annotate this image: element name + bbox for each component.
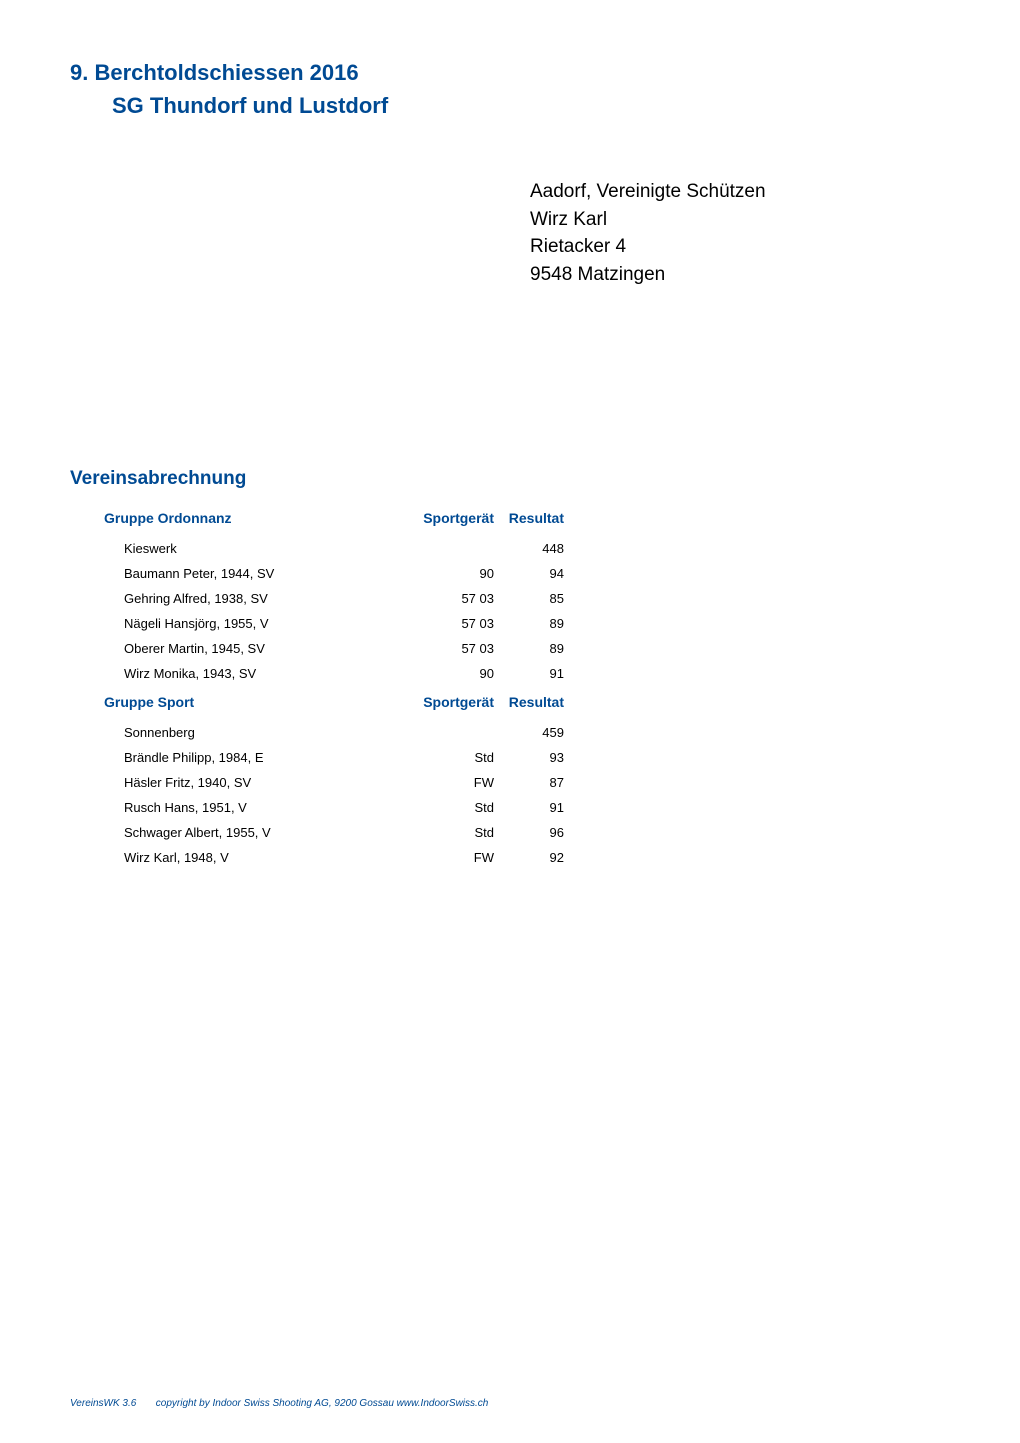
- col-sportgeraet: Sportgerät: [404, 694, 494, 720]
- table-row: Wirz Karl, 1948, V FW 92: [104, 845, 564, 870]
- table-row: Oberer Martin, 1945, SV 57 03 89: [104, 636, 564, 661]
- footer-copyright: copyright by Indoor Swiss Shooting AG, 9…: [156, 1398, 489, 1409]
- group1-team-result: 448: [494, 536, 564, 561]
- group2-table: Gruppe Sport Sportgerät Resultat Sonnenb…: [104, 694, 564, 870]
- table-row: Häsler Fritz, 1940, SV FW 87: [104, 770, 564, 795]
- col-sportgeraet: Sportgerät: [404, 510, 494, 536]
- club-title: SG Thundorf und Lustdorf: [112, 93, 388, 118]
- table-row: Rusch Hans, 1951, V Std 91: [104, 795, 564, 820]
- address-line-1: Aadorf, Vereinigte Schützen: [530, 178, 950, 206]
- footer-software: VereinsWK 3.6: [70, 1398, 136, 1409]
- table-row: Wirz Monika, 1943, SV 90 91: [104, 661, 564, 686]
- address-line-4: 9548 Matzingen: [530, 261, 950, 289]
- col-resultat: Resultat: [494, 510, 564, 536]
- group2-team-row: Sonnenberg 459: [104, 720, 564, 745]
- group1-table: Gruppe Ordonnanz Sportgerät Resultat Kie…: [104, 510, 564, 686]
- group2-team-result: 459: [494, 720, 564, 745]
- page-footer: VereinsWK 3.6 copyright by Indoor Swiss …: [70, 1398, 488, 1409]
- address-line-2: Wirz Karl: [530, 206, 950, 234]
- group1-team-row: Kieswerk 448: [104, 536, 564, 561]
- address-line-3: Rietacker 4: [530, 233, 950, 261]
- group2-team-name: Sonnenberg: [104, 720, 404, 745]
- section-title: Vereinsabrechnung: [70, 468, 950, 490]
- recipient-address: Aadorf, Vereinigte Schützen Wirz Karl Ri…: [530, 178, 950, 288]
- table-row: Brändle Philipp, 1984, E Std 93: [104, 745, 564, 770]
- table-row: Baumann Peter, 1944, SV 90 94: [104, 561, 564, 586]
- event-title: 9. Berchtoldschiessen 2016: [70, 60, 359, 85]
- table-row: Gehring Alfred, 1938, SV 57 03 85: [104, 586, 564, 611]
- col-resultat: Resultat: [494, 694, 564, 720]
- group1-heading: Gruppe Ordonnanz: [104, 510, 404, 536]
- page-header: 9. Berchtoldschiessen 2016 SG Thundorf u…: [70, 56, 950, 122]
- table-row: Nägeli Hansjörg, 1955, V 57 03 89: [104, 611, 564, 636]
- group1-team-name: Kieswerk: [104, 536, 404, 561]
- table-row: Schwager Albert, 1955, V Std 96: [104, 820, 564, 845]
- group2-heading: Gruppe Sport: [104, 694, 404, 720]
